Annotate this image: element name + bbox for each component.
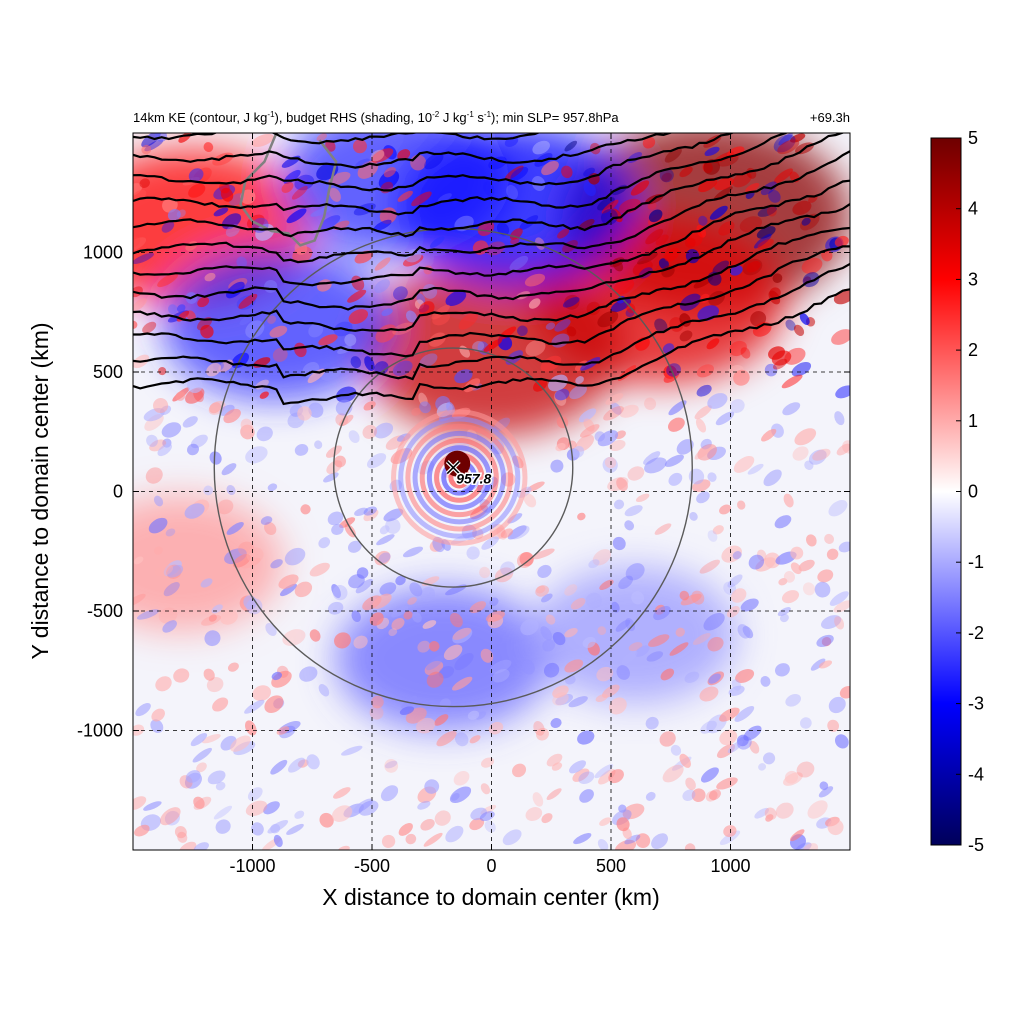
y-tick-label: -1000 <box>77 721 123 741</box>
y-tick-label: 500 <box>93 362 123 382</box>
x-tick-label: 1000 <box>710 856 750 876</box>
x-tick-label: -1000 <box>229 856 275 876</box>
plot-area: 957.8 <box>73 45 857 859</box>
min-slp-label: 957.8 <box>456 471 491 487</box>
ke-contour <box>133 45 850 144</box>
x-tick-label: 500 <box>596 856 626 876</box>
colorbar-tick-label: -2 <box>968 623 984 643</box>
colorbar-tick-label: 1 <box>968 411 978 431</box>
colorbar-tick-label: 2 <box>968 340 978 360</box>
x-axis-title: X distance to domain center (km) <box>322 884 659 910</box>
colorbar-tick-label: 5 <box>968 128 978 148</box>
y-axis-title: Y distance to domain center (km) <box>27 322 53 659</box>
colorbar-tick-label: -5 <box>968 835 984 855</box>
chart-svg: 14km KE (contour, J kg-1), budget RHS (s… <box>0 0 1024 1024</box>
time-label: +69.3h <box>810 110 850 125</box>
y-tick-label: -500 <box>87 601 123 621</box>
colorbar-tick-label: -3 <box>968 694 984 714</box>
y-tick-label: 0 <box>113 482 123 502</box>
colorbar-tick-label: -4 <box>968 764 984 784</box>
y-tick-label: 1000 <box>83 243 123 263</box>
x-tick-label: 0 <box>486 856 496 876</box>
colorbar-tick-label: 4 <box>968 199 978 219</box>
colorbar-tick-label: 0 <box>968 482 978 502</box>
x-tick-label: -500 <box>354 856 390 876</box>
colorbar-tick-label: -1 <box>968 552 984 572</box>
chart-title: 14km KE (contour, J kg-1), budget RHS (s… <box>133 110 619 125</box>
colorbar-tick-label: 3 <box>968 269 978 289</box>
